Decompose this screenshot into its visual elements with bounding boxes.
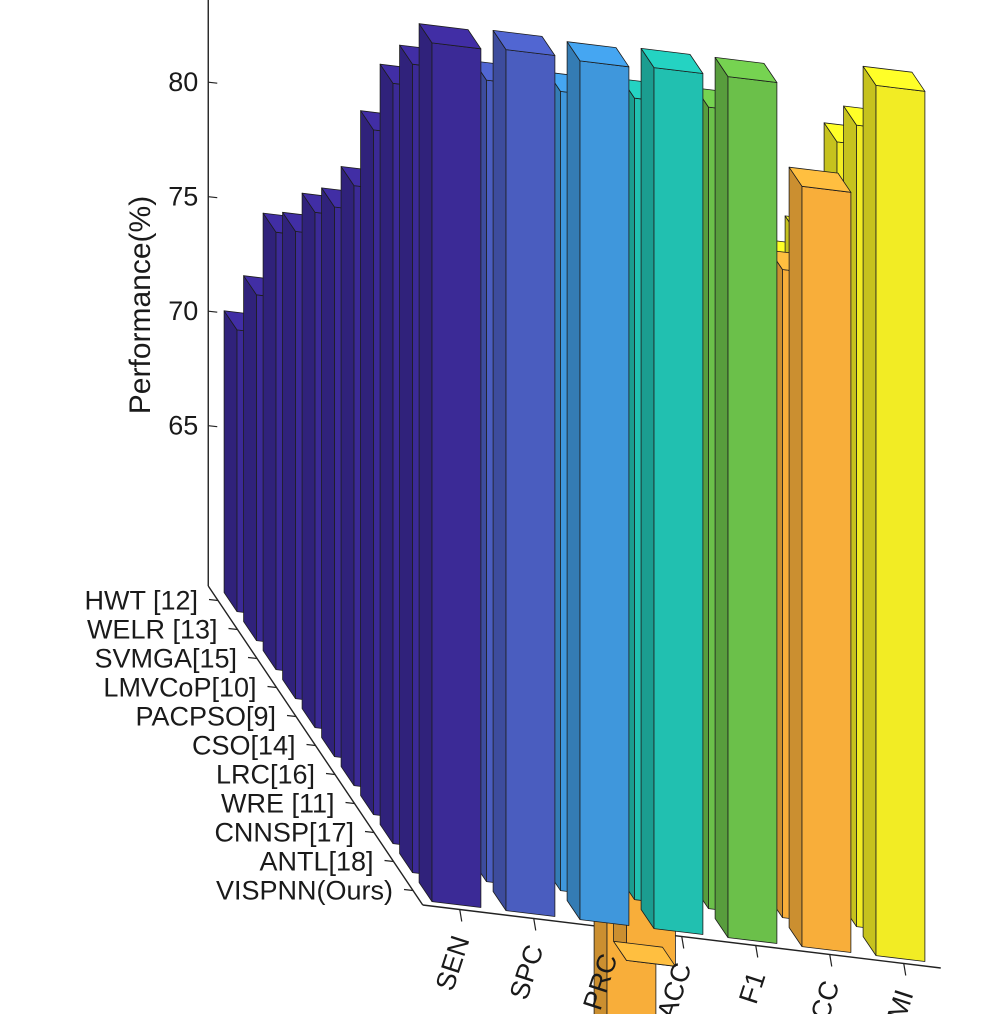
bars xyxy=(223,23,926,1014)
metric-tick xyxy=(459,909,463,922)
z-tick-label: 75 xyxy=(168,182,198,212)
method-label-cnnsp-17: CNNSP[17] xyxy=(214,818,354,848)
z-tick xyxy=(208,196,218,199)
method-label-lrc-16: LRC[16] xyxy=(216,760,315,790)
method-tick xyxy=(403,888,414,892)
metric-tick xyxy=(829,954,833,967)
method-tick xyxy=(364,830,375,834)
method-tick xyxy=(384,859,394,863)
metric-label-mcc: MCC xyxy=(798,977,846,1014)
z-tick xyxy=(208,425,218,428)
z-tick xyxy=(208,81,218,84)
method-tick xyxy=(267,685,277,689)
method-label-pacpso-9: PACPSO[9] xyxy=(135,702,276,732)
z-tick-label: 80 xyxy=(168,67,198,97)
bar-fmi-vispnn-ours xyxy=(862,65,926,962)
method-label-svmga-15: SVMGA[15] xyxy=(94,644,237,674)
metric-label-spc: SPC xyxy=(504,941,550,1003)
method-tick xyxy=(247,656,258,660)
metric-label-acc: ACC xyxy=(651,959,697,1014)
z-tick xyxy=(208,310,218,313)
metric-tick xyxy=(755,945,759,958)
metric-label-f1: F1 xyxy=(733,968,771,1007)
metric-label-sen: SEN xyxy=(430,932,476,994)
bar-prc-vispnn-ours xyxy=(566,41,630,926)
method-tick xyxy=(345,801,355,805)
bar-acc-vispnn-ours xyxy=(640,48,704,935)
method-label-hwt-12: HWT [12] xyxy=(84,586,198,616)
method-label-cso-14: CSO[14] xyxy=(192,731,296,761)
method-label-wre-11: WRE [11] xyxy=(221,789,335,819)
method-tick xyxy=(286,714,297,718)
bar-spc-vispnn-ours xyxy=(492,29,556,917)
bar-mcc-vispnn-ours xyxy=(788,166,852,953)
method-label-antl-18: ANTL[18] xyxy=(259,847,373,877)
z-axis-title: Performance(%) xyxy=(124,196,157,414)
method-label-welr-13: WELR [13] xyxy=(87,615,218,645)
method-tick xyxy=(325,772,336,776)
metric-tick xyxy=(681,936,685,949)
method-tick xyxy=(228,627,238,631)
z-tick-label: 70 xyxy=(168,296,198,326)
bar-f1-vispnn-ours xyxy=(714,57,778,944)
method-tick xyxy=(208,598,219,602)
method-label-lmvcop-10: LMVCoP[10] xyxy=(103,673,256,703)
metric-tick xyxy=(903,963,907,976)
metric-tick xyxy=(533,918,537,931)
axes xyxy=(207,0,941,976)
z-tick-label: 65 xyxy=(168,411,198,441)
method-tick xyxy=(306,743,316,747)
metric-label-fmi: FMI xyxy=(877,986,920,1014)
bar-sen-vispnn-ours xyxy=(418,23,482,908)
method-label-vispnn-ours: VISPNN(Ours) xyxy=(216,876,393,906)
